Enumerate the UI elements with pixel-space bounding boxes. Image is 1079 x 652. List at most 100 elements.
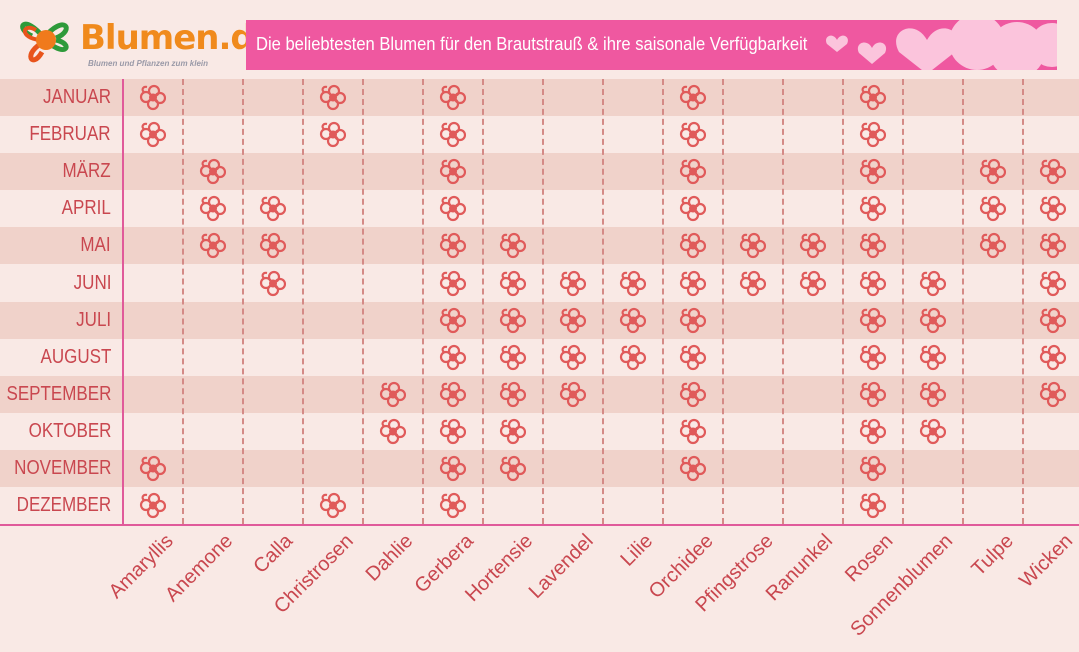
column-divider (362, 79, 364, 524)
flower-icon (678, 194, 707, 222)
flower-icon (198, 231, 227, 259)
column-divider (842, 79, 844, 524)
flower-icon (1038, 306, 1067, 334)
flower-icon (138, 454, 167, 482)
column-divider (182, 79, 184, 524)
flower-icon (858, 306, 887, 334)
month-label: AUGUST (40, 345, 111, 368)
table-row: JULI (0, 301, 1079, 339)
column-divider (242, 79, 244, 524)
flower-icon (438, 417, 467, 445)
flower-icon (1038, 231, 1067, 259)
flower-icon (498, 454, 527, 482)
flower-icon (678, 454, 707, 482)
month-label: DEZEMBER (16, 494, 111, 517)
flower-icon (678, 269, 707, 297)
flower-icon (678, 120, 707, 148)
column-divider (482, 79, 484, 524)
flower-icon (558, 306, 587, 334)
flower-icon (678, 380, 707, 408)
month-label: SEPTEMBER (6, 382, 111, 405)
flower-icon (858, 269, 887, 297)
flower-icon (738, 231, 767, 259)
table-row: NOVEMBER (0, 450, 1079, 487)
flower-icon (258, 231, 287, 259)
flower-icon (438, 194, 467, 222)
flower-icon (438, 231, 467, 259)
flower-icon (438, 491, 467, 519)
flower-icon (978, 231, 1007, 259)
flower-icon (438, 157, 467, 185)
flower-icon (858, 454, 887, 482)
table-row: MAI (0, 227, 1079, 265)
column-divider (302, 79, 304, 524)
month-label: MÄRZ (62, 160, 111, 183)
flower-column-label: Wicken (1015, 530, 1078, 592)
flower-icon (618, 306, 647, 334)
flower-icon (378, 380, 407, 408)
hearts-decoration-icon (826, 20, 1057, 70)
month-label: MAI (80, 234, 111, 257)
column-divider (542, 79, 544, 524)
table-row: FEBRUAR (0, 116, 1079, 154)
logo-brand: Blumen.de (80, 18, 277, 58)
table-row: OKTOBER (0, 412, 1079, 450)
flower-column-label: Tulpe (967, 530, 1018, 581)
flower-icon (198, 194, 227, 222)
flower-icon (978, 194, 1007, 222)
table-row: JANUAR (0, 79, 1079, 116)
column-divider (902, 79, 904, 524)
horizontal-axis-line (0, 524, 1079, 526)
column-divider (782, 79, 784, 524)
flower-icon (618, 343, 647, 371)
flower-icon (678, 417, 707, 445)
flower-icon (438, 306, 467, 334)
flower-icon (498, 380, 527, 408)
flower-icon (918, 269, 947, 297)
table-row: MÄRZ (0, 153, 1079, 191)
flower-icon (558, 269, 587, 297)
flower-icon (378, 417, 407, 445)
month-label: OKTOBER (28, 419, 111, 442)
flower-icon (678, 83, 707, 111)
month-label: JUNI (73, 271, 111, 294)
chart-title: Die beliebtesten Blumen für den Brautstr… (256, 34, 808, 54)
flower-icon (798, 269, 827, 297)
flower-icon (858, 120, 887, 148)
table-row: AUGUST (0, 338, 1079, 376)
flower-icon (258, 269, 287, 297)
flower-icon (1038, 157, 1067, 185)
month-label: JANUAR (42, 86, 111, 108)
flower-icon (318, 83, 347, 111)
logo[interactable]: Blumen.de Blumen und Pflanzen zum klein (14, 8, 277, 72)
table-row: APRIL (0, 190, 1079, 228)
flower-icon (678, 157, 707, 185)
logo-tagline: Blumen und Pflanzen zum klein (88, 59, 209, 68)
flower-icon (858, 380, 887, 408)
flower-column-label: Calla (249, 530, 298, 578)
flower-icon (318, 491, 347, 519)
flower-icon (438, 83, 467, 111)
column-divider (662, 79, 664, 524)
flower-icon (138, 83, 167, 111)
flower-icon (858, 231, 887, 259)
flower-icon (858, 194, 887, 222)
flower-icon (558, 380, 587, 408)
flower-icon (678, 306, 707, 334)
flower-icon (258, 194, 287, 222)
column-divider (962, 79, 964, 524)
vertical-axis-line (122, 79, 124, 524)
flower-icon (858, 491, 887, 519)
flower-icon (858, 83, 887, 111)
flower-icon (858, 157, 887, 185)
flower-icon (498, 343, 527, 371)
column-divider (1022, 79, 1024, 524)
flower-icon (858, 343, 887, 371)
flower-icon (918, 306, 947, 334)
flower-icon (438, 454, 467, 482)
month-label: NOVEMBER (13, 457, 111, 479)
flower-icon (498, 306, 527, 334)
flower-icon (978, 157, 1007, 185)
flower-icon (498, 231, 527, 259)
flower-icon (558, 343, 587, 371)
